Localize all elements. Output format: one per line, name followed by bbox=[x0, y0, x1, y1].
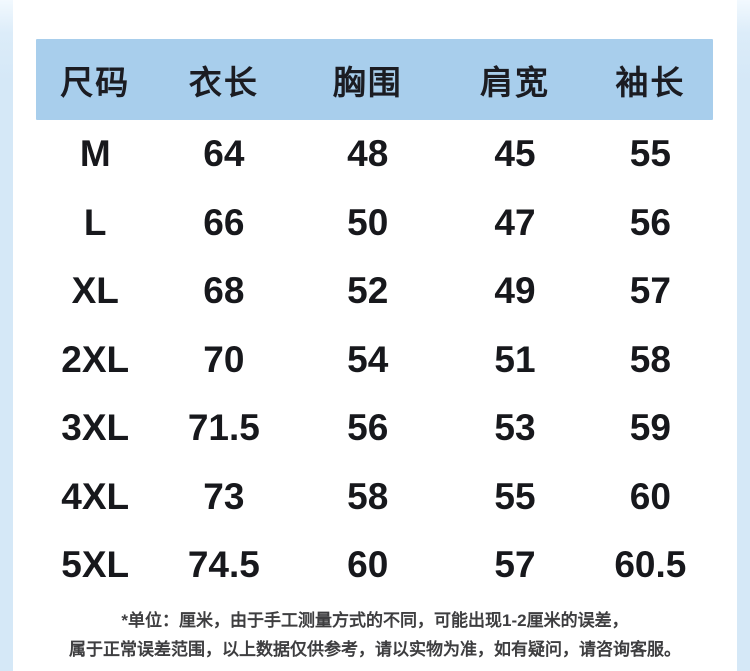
value-cell: 45 bbox=[494, 133, 536, 175]
value-cell: 58 bbox=[629, 338, 671, 380]
value-cell: 55 bbox=[629, 133, 671, 175]
value-cell: 57 bbox=[494, 544, 536, 586]
size-cell: L bbox=[83, 201, 107, 243]
table-row: 2XL 70 54 51 58 bbox=[36, 326, 713, 395]
value-cell: 48 bbox=[347, 133, 389, 175]
header-cell-length: 衣长 bbox=[188, 63, 259, 101]
value-cell: 57 bbox=[629, 270, 671, 312]
value-cell: 60 bbox=[629, 475, 671, 517]
header-cell-shoulder: 肩宽 bbox=[479, 63, 550, 101]
footnote-line-2: 属于正常误差范围，以上数据仅供参考，请以实物为准，如有疑问，请咨询客服。 bbox=[69, 640, 681, 659]
value-cell: 73 bbox=[203, 475, 245, 517]
table-row: 3XL 71.5 56 53 59 bbox=[36, 394, 713, 463]
value-cell: 58 bbox=[347, 475, 389, 517]
header-cell-size: 尺码 bbox=[60, 63, 131, 101]
value-cell: 50 bbox=[347, 201, 389, 243]
size-cell: 4XL bbox=[61, 475, 130, 517]
value-cell: 47 bbox=[494, 201, 536, 243]
size-chart-card: 尺码 衣长 胸围 肩宽 袖长 M 64 48 45 55 L 66 50 47 … bbox=[13, 0, 737, 671]
value-cell: 56 bbox=[629, 201, 671, 243]
value-cell: 60 bbox=[347, 544, 389, 586]
value-cell: 74.5 bbox=[187, 544, 260, 586]
value-cell: 64 bbox=[203, 133, 245, 175]
size-cell: 3XL bbox=[61, 407, 130, 449]
size-cell: 5XL bbox=[61, 544, 130, 586]
value-cell: 54 bbox=[347, 338, 389, 380]
table-row: 4XL 73 58 55 60 bbox=[36, 463, 713, 532]
table-header-row: 尺码 衣长 胸围 肩宽 袖长 bbox=[36, 39, 713, 120]
value-cell: 71.5 bbox=[187, 407, 260, 449]
value-cell: 60.5 bbox=[614, 544, 687, 586]
table-row: XL 68 52 49 57 bbox=[36, 257, 713, 326]
footnote-line-1: *单位：厘米，由于手工测量方式的不同，可能出现1-2厘米的误差， bbox=[121, 611, 629, 630]
size-cell: 2XL bbox=[61, 338, 130, 380]
value-cell: 70 bbox=[203, 338, 245, 380]
header-cell-sleeve: 袖长 bbox=[615, 63, 686, 101]
header-cell-chest: 胸围 bbox=[332, 63, 403, 101]
value-cell: 59 bbox=[629, 407, 671, 449]
value-cell: 52 bbox=[347, 270, 389, 312]
value-cell: 56 bbox=[347, 407, 389, 449]
table-row: 5XL 74.5 60 57 60.5 bbox=[36, 531, 713, 600]
size-chart-table: 尺码 衣长 胸围 肩宽 袖长 M 64 48 45 55 L 66 50 47 … bbox=[36, 39, 713, 600]
value-cell: 49 bbox=[494, 270, 536, 312]
size-cell: XL bbox=[71, 270, 119, 312]
table-row: L 66 50 47 56 bbox=[36, 189, 713, 258]
value-cell: 53 bbox=[494, 407, 536, 449]
measurement-disclaimer: *单位：厘米，由于手工测量方式的不同，可能出现1-2厘米的误差， 属于正常误差范… bbox=[13, 606, 737, 664]
value-cell: 66 bbox=[203, 201, 245, 243]
table-row: M 64 48 45 55 bbox=[36, 120, 713, 189]
value-cell: 68 bbox=[203, 270, 245, 312]
value-cell: 51 bbox=[494, 338, 536, 380]
value-cell: 55 bbox=[494, 475, 536, 517]
size-cell: M bbox=[79, 133, 111, 175]
